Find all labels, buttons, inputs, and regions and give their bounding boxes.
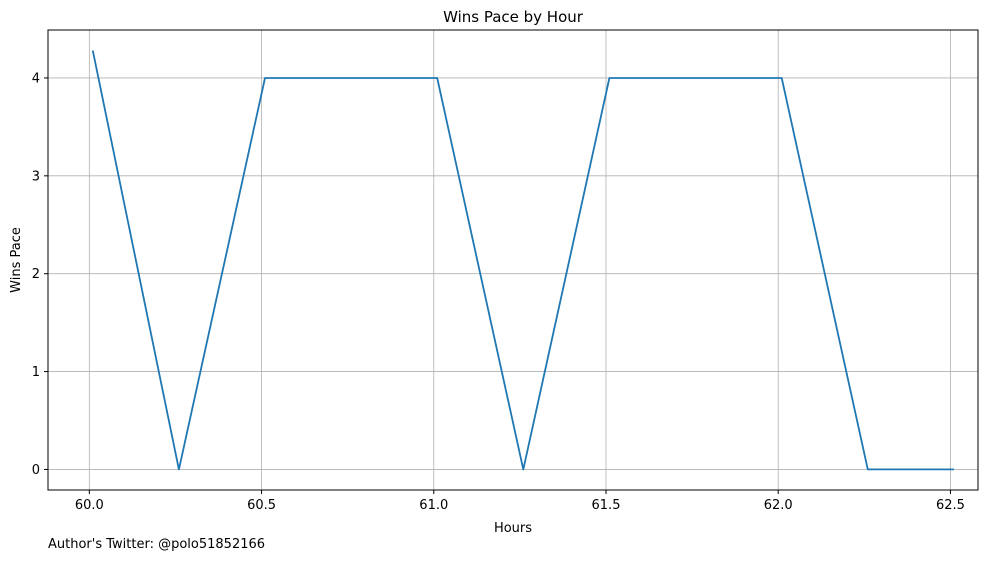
author-credit: Author's Twitter: @polo51852166 <box>48 537 266 552</box>
x-tick-label: 62.0 <box>764 498 793 513</box>
x-tick-label: 61.0 <box>419 498 448 513</box>
series-line <box>91 50 954 471</box>
y-tick-label: 1 <box>32 365 40 380</box>
y-tick-label: 0 <box>32 463 40 478</box>
y-tick-label: 3 <box>32 169 40 184</box>
chart-title: Wins Pace by Hour <box>443 8 584 26</box>
y-tick-label: 4 <box>32 71 40 86</box>
grid-lines <box>48 30 978 490</box>
x-axis-label: Hours <box>494 521 532 536</box>
plot-area-frame <box>47 29 979 491</box>
x-tick-label: 60.0 <box>75 498 104 513</box>
x-tick-label: 60.5 <box>247 498 276 513</box>
axis-ticks: 60.0 60.5 61.0 61.5 62.0 62.5 0 1 2 3 4 <box>32 71 965 513</box>
y-axis-label: Wins Pace <box>9 227 24 293</box>
y-tick-label: 2 <box>32 267 40 282</box>
series-layer <box>91 50 954 471</box>
x-tick-label: 61.5 <box>592 498 621 513</box>
x-tick-label: 62.5 <box>936 498 965 513</box>
